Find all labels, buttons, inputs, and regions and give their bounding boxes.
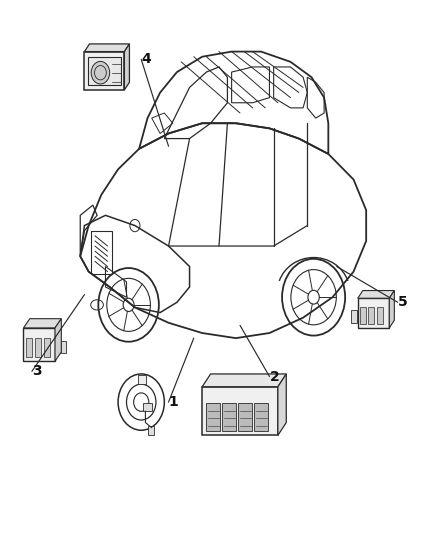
Bar	[88, 56, 121, 85]
Bar	[91, 231, 112, 274]
Bar	[358, 298, 389, 328]
Polygon shape	[389, 290, 394, 328]
Polygon shape	[202, 374, 286, 387]
Bar	[238, 403, 252, 431]
Bar	[223, 403, 236, 431]
Circle shape	[91, 61, 110, 84]
Bar	[351, 310, 357, 323]
Bar	[148, 426, 154, 435]
Bar	[138, 375, 146, 384]
Bar	[143, 403, 152, 411]
Bar	[24, 328, 55, 361]
Text: 1: 1	[169, 395, 178, 409]
Bar	[377, 308, 382, 324]
Bar	[61, 341, 67, 353]
Polygon shape	[124, 44, 130, 90]
Bar	[25, 337, 32, 357]
Bar	[206, 403, 220, 431]
Polygon shape	[85, 44, 130, 52]
Text: 2: 2	[269, 369, 279, 384]
Bar	[202, 387, 278, 435]
Bar	[35, 337, 41, 357]
Text: 4: 4	[141, 52, 151, 66]
Polygon shape	[55, 319, 61, 361]
Bar	[85, 52, 124, 90]
Bar	[368, 308, 374, 324]
Bar	[360, 308, 366, 324]
Text: 5: 5	[398, 295, 407, 309]
Bar	[44, 337, 50, 357]
Polygon shape	[358, 290, 394, 298]
Bar	[254, 403, 268, 431]
Polygon shape	[24, 319, 61, 328]
Polygon shape	[278, 374, 286, 435]
Text: 3: 3	[32, 365, 42, 378]
